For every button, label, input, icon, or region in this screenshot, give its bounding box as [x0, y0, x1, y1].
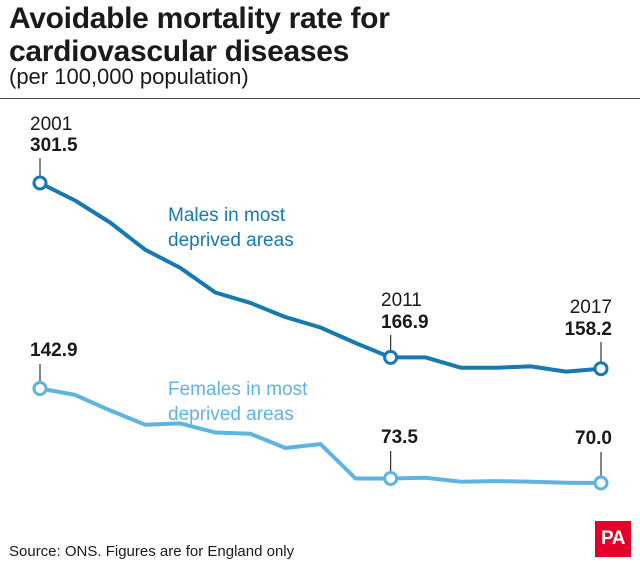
females-series-line — [38, 386, 603, 485]
males-value-label-10: 166.9 — [381, 312, 429, 333]
chart-subtitle: (per 100,000 population) — [9, 64, 249, 89]
females-data-point-16 — [593, 475, 609, 491]
source-note: Source: ONS. Figures are for England onl… — [9, 543, 295, 560]
males-value-label-0: 301.5 — [30, 135, 78, 156]
females-value-label-10: 73.5 — [381, 427, 418, 448]
females-series-label-line-2: deprived areas — [168, 404, 294, 425]
females-value-label-16: 70.0 — [575, 428, 612, 449]
females-data-point-0 — [32, 381, 48, 397]
title-line-1: Avoidable mortality rate for — [9, 2, 390, 35]
chart-title: Avoidable mortality rate for cardiovascu… — [9, 2, 390, 68]
males-series-label-line-1: Males in most — [168, 205, 286, 226]
males-series-label-line-2: deprived areas — [168, 230, 294, 251]
males-series-line — [38, 181, 603, 374]
title-line-2: cardiovascular diseases — [9, 35, 349, 68]
males-year-label-0: 2001 — [30, 114, 72, 135]
females-series-label-line-1: Females in most — [168, 379, 308, 400]
males-data-point-10 — [383, 349, 399, 365]
females-data-point-10 — [383, 470, 399, 486]
males-value-label-16: 158.2 — [564, 319, 612, 340]
males-year-label-10: 2011 — [381, 290, 422, 311]
males-data-point-0 — [32, 175, 48, 191]
pa-logo: PA — [595, 521, 631, 557]
females-value-label-0: 142.9 — [30, 340, 78, 361]
males-data-point-16 — [593, 361, 609, 377]
header-divider — [0, 98, 640, 99]
males-year-label-16: 2017 — [570, 297, 612, 318]
